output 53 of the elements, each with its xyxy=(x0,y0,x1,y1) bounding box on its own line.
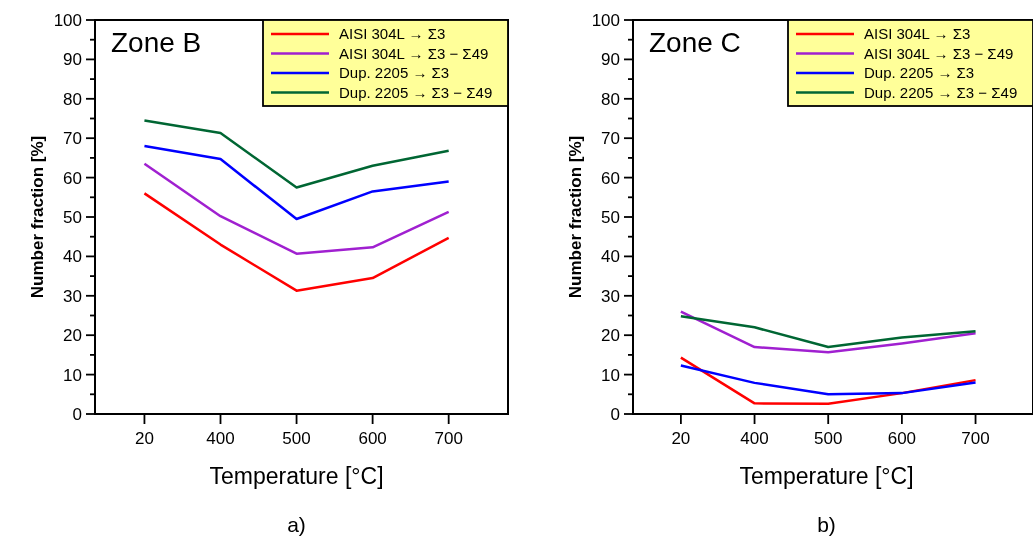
legend-label: Dup. 2205 → Σ3 xyxy=(864,64,975,82)
x-tick-label: 600 xyxy=(887,429,917,448)
text: a) xyxy=(287,513,306,536)
y-axis-title: Number fraction [%] xyxy=(566,135,585,299)
x-tick-label: 20 xyxy=(134,429,154,448)
y-axis-title: Number fraction [%] xyxy=(28,135,47,299)
line-series xyxy=(679,364,977,396)
y-tick-label: 10 xyxy=(63,365,82,385)
x-axis-title: Temperature [°C] xyxy=(739,463,914,489)
line-series xyxy=(143,162,450,255)
y-tick-label: 20 xyxy=(63,326,82,346)
legend-label: AISI 304L → Σ3 − Σ49 xyxy=(864,44,1014,62)
x-tick-label: 500 xyxy=(814,429,843,448)
legend-label: AISI 304L → Σ3 − Σ49 xyxy=(339,44,489,62)
x-tick-label: 400 xyxy=(206,429,235,448)
y-tick-label: 100 xyxy=(591,10,620,30)
legend-label: AISI 304L → Σ3 xyxy=(339,25,446,43)
y-tick-label: 70 xyxy=(601,129,620,149)
chart-title: Zone C xyxy=(649,27,741,58)
x-tick-label: 700 xyxy=(961,429,990,448)
y-tick-label: 10 xyxy=(601,365,620,385)
x-tick-label: 500 xyxy=(282,429,311,448)
y-tick-label: 80 xyxy=(601,89,620,109)
x-tick-label: 600 xyxy=(358,429,387,448)
y-tick-label: 0 xyxy=(72,404,82,424)
y-tick-label: 100 xyxy=(53,10,82,30)
legend-label: Dup. 2205 → Σ3 xyxy=(339,64,450,82)
x-tick-label: 400 xyxy=(740,429,769,448)
y-tick-label: 60 xyxy=(601,168,620,188)
line-series xyxy=(143,119,450,189)
y-tick-label: 80 xyxy=(63,89,82,109)
y-tick-label: 90 xyxy=(601,50,620,70)
y-tick-label: 20 xyxy=(601,326,620,346)
legend-label: Dup. 2205 → Σ3 − Σ49 xyxy=(339,83,493,101)
y-tick-label: 90 xyxy=(63,50,82,70)
y-tick-label: 40 xyxy=(601,247,620,267)
x-tick-label: 20 xyxy=(671,429,691,448)
legend-label: Dup. 2205 → Σ3 − Σ49 xyxy=(864,83,1018,101)
line-series xyxy=(143,192,450,292)
y-tick-label: 70 xyxy=(63,129,82,149)
x-tick-label: 700 xyxy=(434,429,463,448)
y-tick-label: 60 xyxy=(63,168,82,188)
chart-title: Zone B xyxy=(111,27,202,58)
y-tick-label: 30 xyxy=(63,286,82,306)
y-tick-label: 0 xyxy=(610,404,620,424)
y-tick-label: 40 xyxy=(63,247,82,267)
text: b) xyxy=(817,513,836,536)
line-series xyxy=(143,144,450,221)
legend-label: AISI 304L → Σ3 xyxy=(864,25,971,43)
y-tick-label: 50 xyxy=(63,207,82,227)
y-tick-label: 30 xyxy=(601,286,620,306)
y-tick-label: 50 xyxy=(601,207,620,227)
x-axis-title: Temperature [°C] xyxy=(209,463,384,489)
